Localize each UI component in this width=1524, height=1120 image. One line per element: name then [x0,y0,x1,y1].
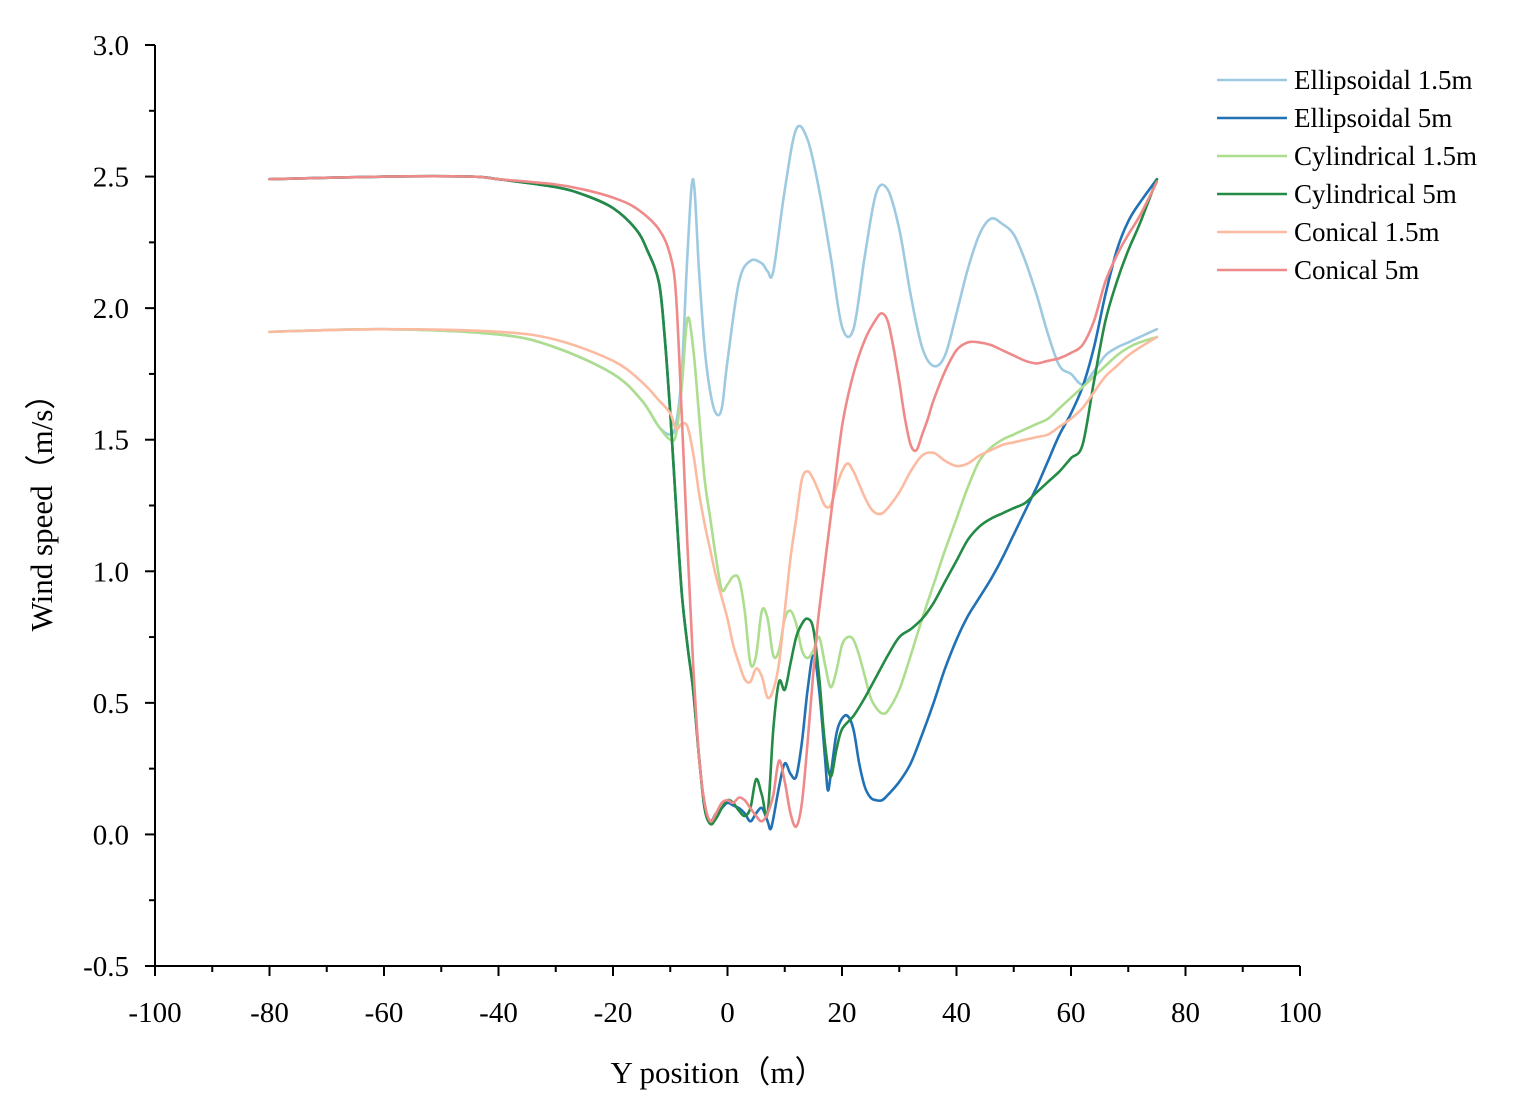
legend-item-ellipsoidal-1-5m: Ellipsoidal 1.5m [1217,65,1473,95]
x-tick-label: -80 [250,997,289,1029]
series-lines [268,124,1159,831]
x-tick-label: 60 [1057,997,1086,1029]
legend-label: Conical 5m [1294,255,1419,285]
legend-item-conical-5m: Conical 5m [1217,255,1419,285]
x-axis-title: Y position（m） [610,1055,825,1090]
legend-label: Cylindrical 1.5m [1294,141,1477,171]
y-tick-label: 2.5 [93,162,129,194]
x-tick-label: 40 [942,997,971,1029]
y-tick-label: 0.0 [93,819,129,851]
legend: Ellipsoidal 1.5m Ellipsoidal 5m Cylindrica… [1217,65,1477,285]
x-tick-label: 100 [1278,997,1322,1029]
legend-label: Ellipsoidal 1.5m [1294,65,1473,95]
legend-label: Ellipsoidal 5m [1294,103,1452,133]
tick-marks [145,44,1301,976]
y-tick-label: -0.5 [83,951,129,983]
y-tick-label: 3.0 [93,30,129,62]
legend-item-cylindrical-5m: Cylindrical 5m [1217,179,1457,209]
x-tick-label: -40 [479,997,518,1029]
x-tick-label: 80 [1171,997,1200,1029]
series-line-conical-1-5m [268,327,1159,700]
x-tick-label: 20 [828,997,857,1029]
legend-item-ellipsoidal-5m: Ellipsoidal 5m [1217,103,1452,133]
legend-item-cylindrical-1-5m: Cylindrical 1.5m [1217,141,1477,171]
y-tick-label: 0.5 [93,688,129,720]
x-tick-label: -20 [594,997,633,1029]
y-tick-label: 1.5 [93,425,129,457]
legend-label: Conical 1.5m [1294,217,1439,247]
y-tick-label: 2.0 [93,293,129,325]
tick-labels: -100 -80 -60 -40 -20 0 20 40 60 80 100 -0.5 0.0 0.5 1.… [83,30,1322,1029]
y-axis-title: Wind speed（m/s） [24,379,59,632]
x-tick-label: -60 [365,997,404,1029]
legend-label: Cylindrical 5m [1294,179,1457,209]
series-line-cylindrical-5m [268,174,1159,826]
series-line-ellipsoidal-1-5m [268,124,1159,436]
x-tick-label: -100 [128,997,181,1029]
series-line-conical-5m [268,174,1159,829]
legend-item-conical-1-5m: Conical 1.5m [1217,217,1439,247]
series-line-cylindrical-1-5m [268,316,1159,716]
x-tick-label: 0 [720,997,735,1029]
axes [154,45,1300,967]
y-tick-label: 1.0 [93,556,129,588]
